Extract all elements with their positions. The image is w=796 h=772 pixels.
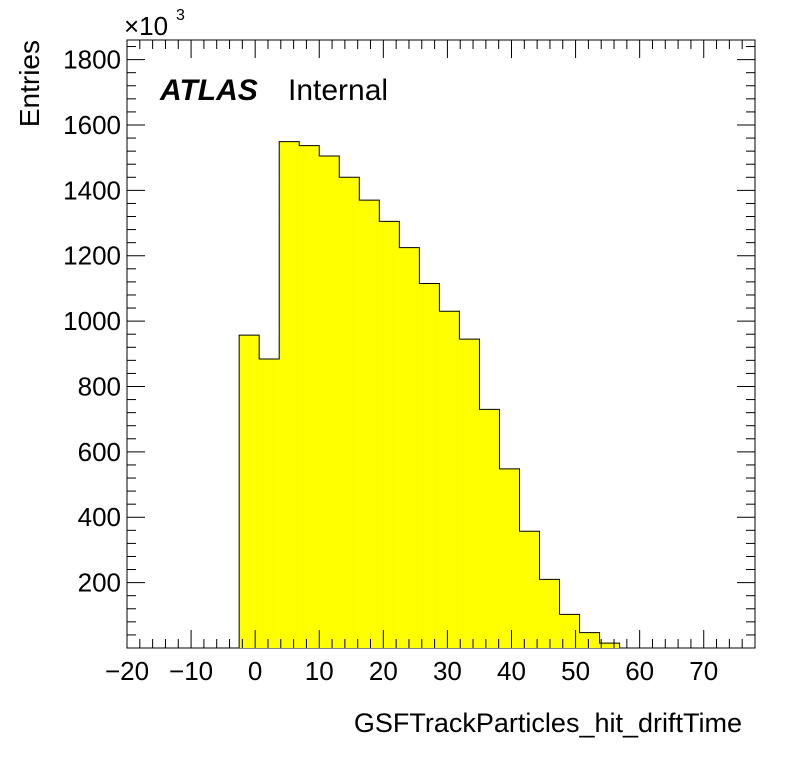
x-tick-label: 70	[689, 656, 718, 686]
y-multiplier-exponent: 3	[176, 7, 185, 24]
x-tick-label: 40	[497, 656, 526, 686]
x-tick-label: −20	[105, 656, 149, 686]
y-multiplier-base: ×10	[124, 11, 168, 41]
y-tick-label: 1400	[63, 175, 121, 205]
x-tick-label: 20	[369, 656, 398, 686]
y-tick-label: 1800	[63, 45, 121, 75]
histogram-bar	[439, 311, 460, 648]
y-tick-label: 600	[78, 437, 121, 467]
y-tick-label: 800	[78, 371, 121, 401]
y-tick-label: 1200	[63, 241, 121, 271]
histogram-bar	[379, 221, 400, 648]
x-tick-label: 0	[248, 656, 262, 686]
atlas-label: ATLAS	[159, 74, 258, 107]
histogram-bar	[419, 283, 440, 648]
histogram-bar	[339, 177, 360, 648]
histogram-bar	[559, 614, 580, 648]
histogram-bar	[259, 359, 280, 648]
x-tick-label: −10	[169, 656, 213, 686]
histogram-bar	[599, 643, 620, 648]
y-axis-label: Entries	[14, 40, 45, 127]
x-tick-label: 60	[625, 656, 654, 686]
x-tick-label: 50	[561, 656, 590, 686]
y-tick-label: 1600	[63, 110, 121, 140]
histogram-bar	[279, 141, 300, 648]
histogram-outline	[238, 141, 621, 648]
histogram-bar	[399, 247, 420, 648]
histogram-bar	[479, 409, 500, 648]
histogram-bar	[519, 531, 540, 648]
histogram-bar	[239, 335, 260, 648]
x-tick-label: 30	[433, 656, 462, 686]
x-tick-label: 10	[305, 656, 334, 686]
x-axis-label: GSFTrackParticles_hit_driftTime	[354, 708, 742, 738]
y-tick-label: 1000	[63, 306, 121, 336]
histogram-bar	[539, 579, 560, 648]
bars-layer	[238, 141, 621, 648]
internal-label: Internal	[288, 74, 388, 107]
y-tick-label: 400	[78, 502, 121, 532]
histogram-bar	[359, 200, 380, 648]
histogram-bar	[319, 156, 340, 648]
ticks-layer: −20 −10 0 10 20 30 40 50 60 70 200 400 600 800 1000 120…	[63, 40, 756, 686]
histogram-bar	[459, 339, 480, 648]
histogram-bar	[299, 145, 320, 648]
histogram-bar	[579, 632, 600, 648]
y-tick-label: 200	[78, 568, 121, 598]
histogram-bar	[499, 468, 520, 648]
